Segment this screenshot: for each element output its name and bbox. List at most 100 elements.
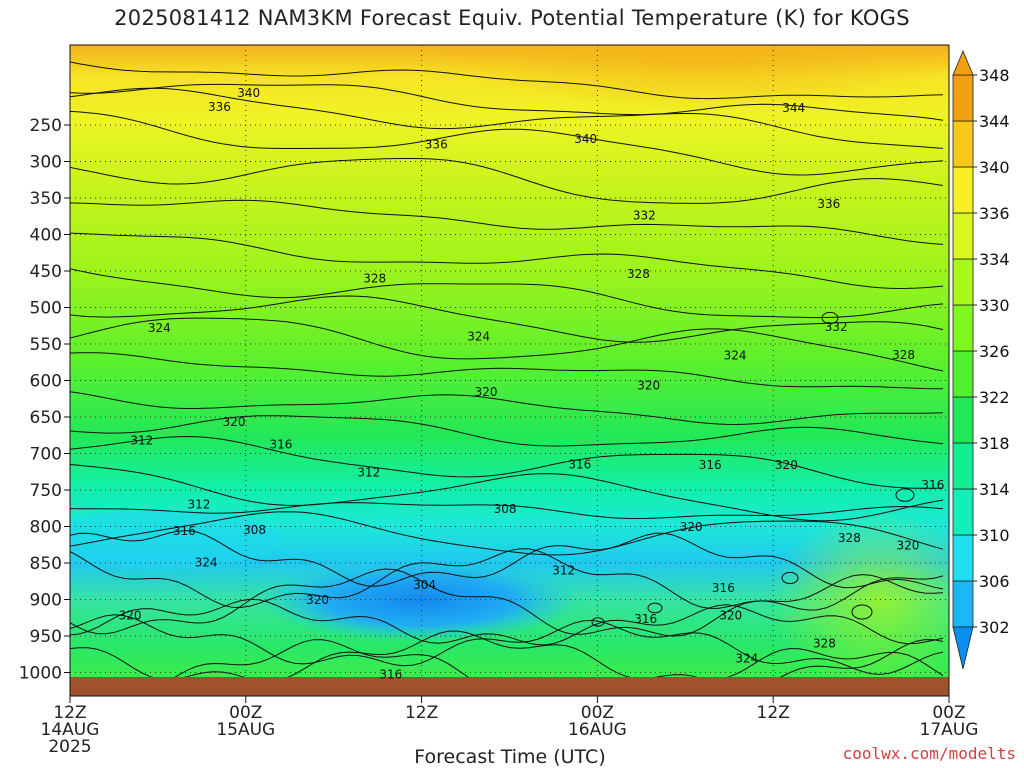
contour-line (70, 295, 944, 343)
colorbar-label: 306 (979, 572, 1010, 591)
y-tick-label: 350 (30, 189, 62, 209)
y-tick-label: 500 (30, 299, 62, 319)
contour-line (70, 530, 944, 590)
colorbar-label: 344 (979, 112, 1010, 131)
contour-label: 324 (735, 652, 758, 666)
contour-line (70, 548, 944, 611)
contour-label: 344 (782, 101, 805, 115)
contour-label: 320 (306, 593, 329, 607)
contour-line (70, 87, 944, 149)
contour-line (70, 110, 944, 176)
contour-label: 320 (637, 379, 660, 393)
y-tick-label: 750 (30, 481, 62, 501)
colorbar-label: 310 (979, 526, 1010, 545)
contour-line (70, 464, 944, 522)
contour-loop (821, 311, 839, 325)
contour-loop (647, 602, 663, 614)
contour-line (70, 568, 944, 637)
x-tick-label: 12Z (757, 703, 790, 723)
contour-label: 312 (130, 433, 153, 447)
contour-label: 324 (724, 349, 747, 363)
colorbar-segment (952, 396, 974, 444)
grid-lines (70, 45, 949, 677)
contour-line (70, 268, 944, 319)
contour-label: 316 (921, 478, 944, 492)
contour-label: 340 (237, 86, 260, 100)
y-tick-label: 600 (30, 372, 62, 392)
y-tick-label: 300 (30, 153, 62, 173)
x-tick-label: 00Z (229, 703, 262, 723)
colorbar-segment (952, 580, 974, 628)
theta-e-field (70, 45, 949, 677)
colorbar-arrow-high (952, 49, 974, 76)
contour-line (70, 158, 944, 204)
colorbar-segment (952, 74, 974, 122)
contour-label: 316 (270, 438, 293, 452)
colorbar-segment (952, 534, 974, 582)
contour-label: 316 (568, 457, 591, 471)
contour-line (70, 61, 944, 100)
colorbar-label: 318 (979, 434, 1010, 453)
chart-title: 2025081412 NAM3KM Forecast Equiv. Potent… (114, 6, 910, 30)
y-tick-label: 850 (30, 554, 62, 574)
contour-line (70, 232, 944, 290)
contour-line (70, 614, 944, 675)
colorbar-segment (952, 350, 974, 398)
contour-label: 332 (825, 320, 848, 334)
contour-line (70, 391, 944, 426)
contour-label: 336 (817, 197, 840, 211)
x-tick-label: 16AUG (568, 720, 627, 740)
contour-label: 320 (719, 609, 742, 623)
y-tick-label: 650 (30, 408, 62, 428)
plot-frame (69, 44, 950, 697)
contour-label: 324 (148, 321, 171, 335)
contour-label: 316 (712, 581, 735, 595)
contour-label: 336 (425, 138, 448, 152)
y-tick-label: 950 (30, 627, 62, 647)
contour-label: 336 (208, 100, 231, 114)
colorbar-segment (952, 488, 974, 536)
colorbar-segment (952, 120, 974, 168)
contour-line (70, 199, 944, 245)
x-tick-label: 00Z (581, 703, 614, 723)
colorbar-arrow-low (952, 626, 974, 670)
contour-line (70, 83, 944, 121)
contour-line (70, 511, 944, 556)
colorbar-segment (952, 212, 974, 260)
colorbar-label: 326 (979, 342, 1010, 361)
colorbar-label: 336 (979, 204, 1010, 223)
contour-label: 324 (467, 330, 490, 344)
contour-label: 316 (173, 524, 196, 538)
y-tick-label: 400 (30, 226, 62, 246)
contour-loop (895, 488, 915, 502)
contour-label: 324 (195, 555, 218, 569)
x-axis-label: Forecast Time (UTC) (414, 746, 606, 768)
colorbar: 302 306 310 314 318 322 326 330 334 336 340 344 348 (952, 49, 1010, 670)
colorbar-segment (952, 258, 974, 306)
contour-label: 340 (574, 132, 597, 146)
credit-text: coolwx.com/modelts (842, 744, 1016, 763)
contour-label: 320 (119, 609, 142, 623)
colorbar-label: 322 (979, 388, 1010, 407)
y-tick-label: 900 (30, 591, 62, 611)
contour-loop (591, 617, 605, 627)
contour-label: 308 (494, 502, 517, 516)
x-tick-label: 2025 (48, 737, 91, 757)
contour-label: 320 (775, 458, 798, 472)
contour-label: 320 (680, 520, 703, 534)
contour-label: 312 (187, 498, 210, 512)
contour-loop (781, 571, 799, 585)
contour-label: 328 (892, 348, 915, 362)
x-tick-label: 14AUG (41, 720, 100, 740)
contour-line (70, 502, 944, 520)
y-tick-label: 250 (30, 116, 62, 136)
ground-band (70, 677, 949, 696)
contour-line (70, 317, 944, 372)
contour-label: 316 (634, 612, 657, 626)
y-tick-label: 1000 (19, 664, 62, 684)
y-tick-label: 700 (30, 445, 62, 465)
x-tick-label: 00Z (932, 703, 965, 723)
contour-label: 304 (413, 578, 436, 592)
contour-loop (851, 604, 873, 620)
